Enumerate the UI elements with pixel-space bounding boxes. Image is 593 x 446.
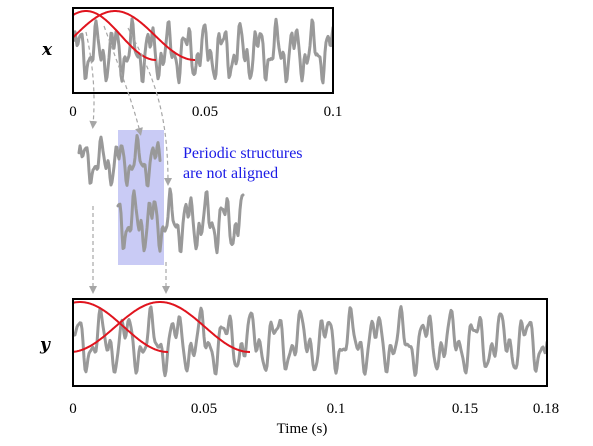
note-line-2: are not aligned xyxy=(183,165,278,182)
middle-segments: Periodic structures are not aligned xyxy=(77,130,303,265)
top-window-curve-1 xyxy=(73,10,156,61)
bottom-tick-0-18: 0.18 xyxy=(533,401,559,417)
bottom-tick-0: 0 xyxy=(69,401,77,417)
top-panel: x 0 0.05 0.1 xyxy=(41,7,343,120)
top-tick-0-1: 0.1 xyxy=(324,104,343,120)
bottom-axis-label: Time (s) xyxy=(277,421,328,437)
bottom-signal-waveform xyxy=(73,305,547,378)
top-signal-waveform xyxy=(73,17,333,85)
note-line-1: Periodic structures xyxy=(183,145,303,162)
top-panel-label: x xyxy=(41,40,53,60)
top-tick-0-05: 0.05 xyxy=(192,104,218,120)
bottom-window-curve-2 xyxy=(73,301,250,353)
top-panel-frame xyxy=(72,7,334,94)
middle-segment-1 xyxy=(77,134,162,188)
dashed-arrow-3 xyxy=(127,27,172,186)
bottom-panel-label: y xyxy=(39,335,51,355)
middle-segment-2 xyxy=(116,187,245,255)
dashed-arrow-2 xyxy=(103,25,143,136)
bottom-window-curve-1 xyxy=(73,301,168,353)
top-window-curve-2 xyxy=(73,10,195,61)
bottom-tick-0-05: 0.05 xyxy=(191,401,217,417)
bottom-panel: y 0 0.05 0.1 0.15 0.18 Time (s) xyxy=(39,298,559,437)
bottom-tick-0-15: 0.15 xyxy=(452,401,478,417)
mapping-arrows xyxy=(85,25,172,294)
bottom-tick-0-1: 0.1 xyxy=(327,401,346,417)
dashed-arrow-1 xyxy=(85,31,98,129)
bottom-panel-frame xyxy=(72,298,548,387)
top-tick-0: 0 xyxy=(69,104,77,120)
